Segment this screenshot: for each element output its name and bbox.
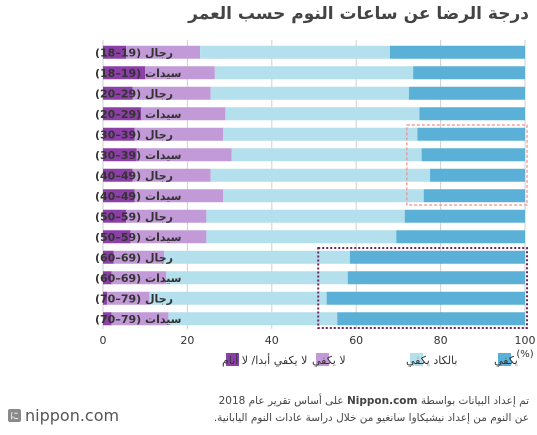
- bar-segment: [326, 291, 525, 305]
- source-note: تم إعداد البيانات بواسطة Nippon.com على …: [129, 393, 529, 427]
- bar-segment: [210, 168, 431, 182]
- category-label: رجال (79–70): [95, 292, 173, 305]
- bar-segment: [149, 291, 327, 305]
- bar-segment: [423, 189, 525, 203]
- bar-segment: [214, 66, 414, 80]
- legend-swatch: [226, 353, 239, 366]
- category-label: سيدات (39–30): [95, 149, 182, 162]
- stacked-bar-chart: رجال (19–18) سيدات (19–18) رجال (29–20) سيد…: [95, 40, 536, 367]
- highlight-box: [317, 247, 528, 329]
- bar-segment: [132, 168, 211, 182]
- bar-segment: [419, 107, 525, 121]
- legend-swatch: [410, 353, 423, 366]
- category-label: رجال (19–18): [95, 46, 173, 59]
- x-tick-label: 0: [100, 334, 107, 347]
- category-label: رجال (69–60): [95, 251, 173, 264]
- category-label: سيدات (59–50): [95, 231, 182, 244]
- bar-segment: [111, 312, 169, 326]
- bar-segment: [389, 45, 525, 59]
- bar-segment: [140, 107, 226, 121]
- x-tick-label: 20: [180, 334, 194, 347]
- bar-segment: [417, 127, 525, 141]
- bar-segment: [347, 271, 525, 285]
- bar-segment: [337, 312, 525, 326]
- bar-segment: [396, 230, 525, 244]
- bar-segment: [103, 168, 133, 182]
- x-unit-label: (%): [516, 349, 533, 360]
- logo-seal-icon: に: [8, 409, 21, 422]
- category-label: سيدات (69–60): [95, 272, 182, 285]
- bar-segment: [413, 66, 525, 80]
- bar-segment: [231, 148, 422, 162]
- legend-label: بالكاد يكفي: [406, 354, 457, 367]
- bar-segment: [103, 271, 112, 285]
- source-line-1: تم إعداد البيانات بواسطة Nippon.com على …: [129, 393, 529, 410]
- category-label: رجال (39–30): [95, 128, 173, 141]
- bar-segment: [103, 86, 133, 100]
- bar-segment: [103, 107, 141, 121]
- bar-segment: [113, 250, 165, 264]
- bar-segment: [132, 86, 211, 100]
- bar-segment: [168, 312, 338, 326]
- x-tick-label: 60: [349, 334, 363, 347]
- bar-segment: [349, 250, 525, 264]
- bar-segment: [164, 250, 350, 264]
- bar-segment: [126, 209, 207, 223]
- highlight-box: [406, 124, 528, 206]
- x-tick-label: 40: [265, 334, 279, 347]
- bar-segment: [103, 250, 114, 264]
- bar-segment: [103, 127, 135, 141]
- category-label: رجال (59–50): [95, 210, 173, 223]
- legend-swatch: [498, 353, 511, 366]
- chart-title: درجة الرضا عن ساعات النوم حسب العمر: [188, 4, 529, 24]
- bar-segment: [103, 189, 135, 203]
- bar-segment: [103, 291, 108, 305]
- x-tick-label: 80: [434, 334, 448, 347]
- category-label: سيدات (19–18): [95, 67, 182, 80]
- bar-segment: [103, 230, 131, 244]
- legend-label: يكفي: [494, 354, 518, 367]
- source-site: Nippon.com: [346, 395, 418, 407]
- bar-segment: [103, 148, 137, 162]
- logo-text: nippon.com: [25, 406, 120, 425]
- bar-segment: [103, 312, 112, 326]
- legend-label: لا يكفي: [312, 354, 346, 367]
- category-label: رجال (49–40): [95, 169, 173, 182]
- bar-segment: [103, 45, 127, 59]
- bar-segment: [134, 127, 224, 141]
- bar-segment: [103, 66, 146, 80]
- category-label: سيدات (79–70): [95, 313, 182, 326]
- bar-segment: [225, 107, 420, 121]
- bar-segment: [210, 86, 409, 100]
- x-tick-label: 100: [515, 334, 536, 347]
- bar-segment: [408, 86, 525, 100]
- nippon-logo: に nippon.com: [8, 406, 119, 425]
- bar-segment: [200, 45, 390, 59]
- bar-segment: [166, 271, 348, 285]
- legend-label: لا يكفي أبدا/ لا أنام: [222, 353, 307, 367]
- bar-segment: [404, 209, 525, 223]
- bar-segment: [223, 127, 418, 141]
- bar-segment: [130, 230, 207, 244]
- category-label: سيدات (49–40): [95, 190, 182, 203]
- bar-segment: [206, 230, 397, 244]
- bar-segment: [134, 189, 224, 203]
- bar-segment: [126, 45, 201, 59]
- bar-segment: [107, 291, 150, 305]
- bar-segment: [421, 148, 525, 162]
- bar-segment: [111, 271, 167, 285]
- bar-segment: [223, 189, 424, 203]
- bar-segment: [206, 209, 405, 223]
- category-label: رجال (29–20): [95, 87, 173, 100]
- bar-segment: [145, 66, 215, 80]
- legend-swatch: [316, 353, 329, 366]
- bar-segment: [136, 148, 232, 162]
- source-suffix: على أساس تقرير عام 2018: [218, 395, 344, 407]
- source-line-2: عن النوم من إعداد نيشيكاوا سانغيو من خلا…: [213, 412, 529, 424]
- source-prefix: تم إعداد البيانات بواسطة: [420, 395, 529, 407]
- bar-segment: [430, 168, 525, 182]
- category-label: سيدات (29–20): [95, 108, 182, 121]
- bar-segment: [103, 209, 127, 223]
